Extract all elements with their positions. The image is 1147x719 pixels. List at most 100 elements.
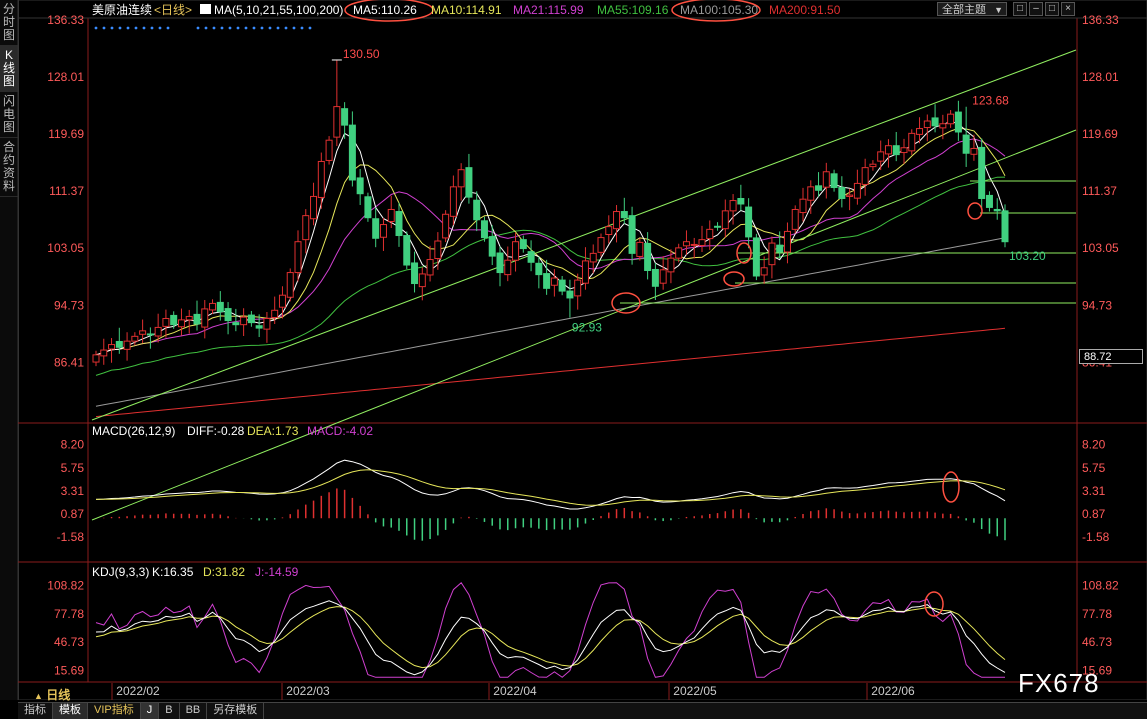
sidebar: 分时图 K线图 闪电图 合约资料 xyxy=(0,0,19,700)
sidebar-item-1[interactable]: K线图 xyxy=(0,46,18,92)
candle-body xyxy=(714,225,722,228)
candle-body xyxy=(869,163,877,168)
chart-canvas[interactable]: 美原油连续 <日线> MA(5,10,21,55,100,200) MA5:110.2… xyxy=(0,0,1147,700)
sidebar-item-0[interactable]: 分时图 xyxy=(0,0,18,46)
candle-body xyxy=(550,277,558,286)
candle-body xyxy=(558,279,566,292)
bottom-tab-2[interactable]: VIP指标 xyxy=(88,703,141,719)
window-minimize-icon[interactable]: – xyxy=(1029,2,1043,16)
price-label-right-0: 136.33 xyxy=(1082,13,1119,27)
candle-body xyxy=(923,120,931,129)
candle-body xyxy=(799,198,807,214)
macd-diff-line xyxy=(95,459,1006,510)
candle-body xyxy=(325,139,333,161)
candle-body xyxy=(776,244,784,253)
candle-body xyxy=(131,335,139,342)
event-dot xyxy=(300,26,304,30)
kdj-label-left-3: 15.69 xyxy=(54,663,84,677)
candle-body xyxy=(310,195,318,220)
chevron-down-icon: ▼ xyxy=(994,5,1003,15)
bottom-tab-0[interactable]: 指标 xyxy=(18,703,53,719)
candle-body xyxy=(170,314,178,326)
candle-body xyxy=(993,208,1001,212)
ma-value-3: MA55:109.16 xyxy=(597,3,669,17)
candle-body xyxy=(154,326,162,337)
event-dot xyxy=(204,26,208,30)
price-label-left-6: 86.41 xyxy=(54,355,84,369)
event-dot xyxy=(252,26,256,30)
bottom-tab-4[interactable]: B xyxy=(159,703,180,719)
candle-body xyxy=(92,354,100,363)
macd-label-left-1: 5.75 xyxy=(61,461,85,475)
kdj-circle xyxy=(924,591,944,617)
candle-body xyxy=(628,215,636,254)
candle-body xyxy=(838,187,846,200)
theme-dropdown[interactable]: 全部主题 ▼ xyxy=(937,2,1007,16)
candle-body xyxy=(108,344,116,350)
kdj-label-left-1: 77.78 xyxy=(54,607,84,621)
candle-body xyxy=(240,316,248,326)
candle-body xyxy=(341,108,349,126)
bottom-tab-3[interactable]: J xyxy=(140,703,160,719)
window-restore-icon[interactable]: □ xyxy=(1013,2,1027,16)
price-label-right-4: 103.05 xyxy=(1082,241,1119,255)
candle-body xyxy=(247,314,255,324)
price-label-right-2: 119.69 xyxy=(1082,127,1118,141)
candle-body xyxy=(271,309,279,318)
price-label-left-3: 111.37 xyxy=(49,184,84,198)
kdj-label-right-0: 108.82 xyxy=(1082,579,1119,593)
macd-dea-line xyxy=(95,469,1006,506)
sidebar-item-2[interactable]: 闪电图 xyxy=(0,92,18,138)
sidebar-item-3[interactable]: 合约资料 xyxy=(0,138,18,197)
kdj-j: J:-14.59 xyxy=(255,565,299,579)
candle-body xyxy=(970,147,978,155)
event-dot xyxy=(110,26,114,30)
candle-body xyxy=(512,241,520,261)
trend-channel-upper xyxy=(91,49,1077,421)
window-close-icon[interactable]: × xyxy=(1061,2,1075,16)
high-price-label: 130.50 xyxy=(343,47,380,61)
candle-body xyxy=(379,224,387,238)
event-dot xyxy=(308,26,312,30)
candle-body xyxy=(193,313,201,325)
kdj-d-line xyxy=(95,606,1006,669)
price-label-left-5: 94.73 xyxy=(54,298,84,312)
bottom-tab-6[interactable]: 另存模板 xyxy=(207,703,265,719)
macd-diff: DIFF:-0.28 xyxy=(187,424,245,438)
macd-label-right-4: -1.58 xyxy=(1082,530,1110,544)
candle-body xyxy=(846,194,854,197)
kdj-k: K:16.35 xyxy=(152,565,194,579)
period-label[interactable]: ▲ 日线 xyxy=(34,686,70,703)
candle-body xyxy=(418,273,426,288)
candle-body xyxy=(861,167,869,185)
candle-body xyxy=(651,268,659,287)
kdj-label-right-3: 15.69 xyxy=(1082,663,1112,677)
ma-value-4: MA100:105.30 xyxy=(680,3,758,17)
ma-settings-icon[interactable] xyxy=(200,4,211,14)
event-dot xyxy=(118,26,122,30)
candle-body xyxy=(395,211,403,237)
bottom-tab-1[interactable]: 模板 xyxy=(53,703,88,719)
candle-body xyxy=(255,325,263,329)
macd-label-left-4: -1.58 xyxy=(57,530,85,544)
candle-body xyxy=(916,128,924,135)
event-dot xyxy=(126,26,130,30)
highlight-circle-4 xyxy=(671,0,761,22)
event-dot xyxy=(260,26,264,30)
window-maximize-icon[interactable]: □ xyxy=(1045,2,1059,16)
candle-body xyxy=(333,106,341,138)
low-price-label: 92.93 xyxy=(572,321,602,335)
macd-dea: DEA:1.73 xyxy=(247,424,299,438)
candle-body xyxy=(675,247,683,259)
candle-body xyxy=(706,228,714,240)
kdj-title: KDJ(9,3,3) xyxy=(92,565,149,579)
bottom-tab-5[interactable]: BB xyxy=(180,703,208,719)
candle-body xyxy=(162,318,170,327)
candle-body xyxy=(613,211,621,230)
candle-body xyxy=(581,260,589,284)
candle-body xyxy=(543,273,551,289)
chart-frame xyxy=(17,0,1147,700)
macd-label-right-0: 8.20 xyxy=(1082,438,1106,452)
kdj-j-line xyxy=(95,581,1005,678)
macd-value: MACD:-4.02 xyxy=(307,424,373,438)
